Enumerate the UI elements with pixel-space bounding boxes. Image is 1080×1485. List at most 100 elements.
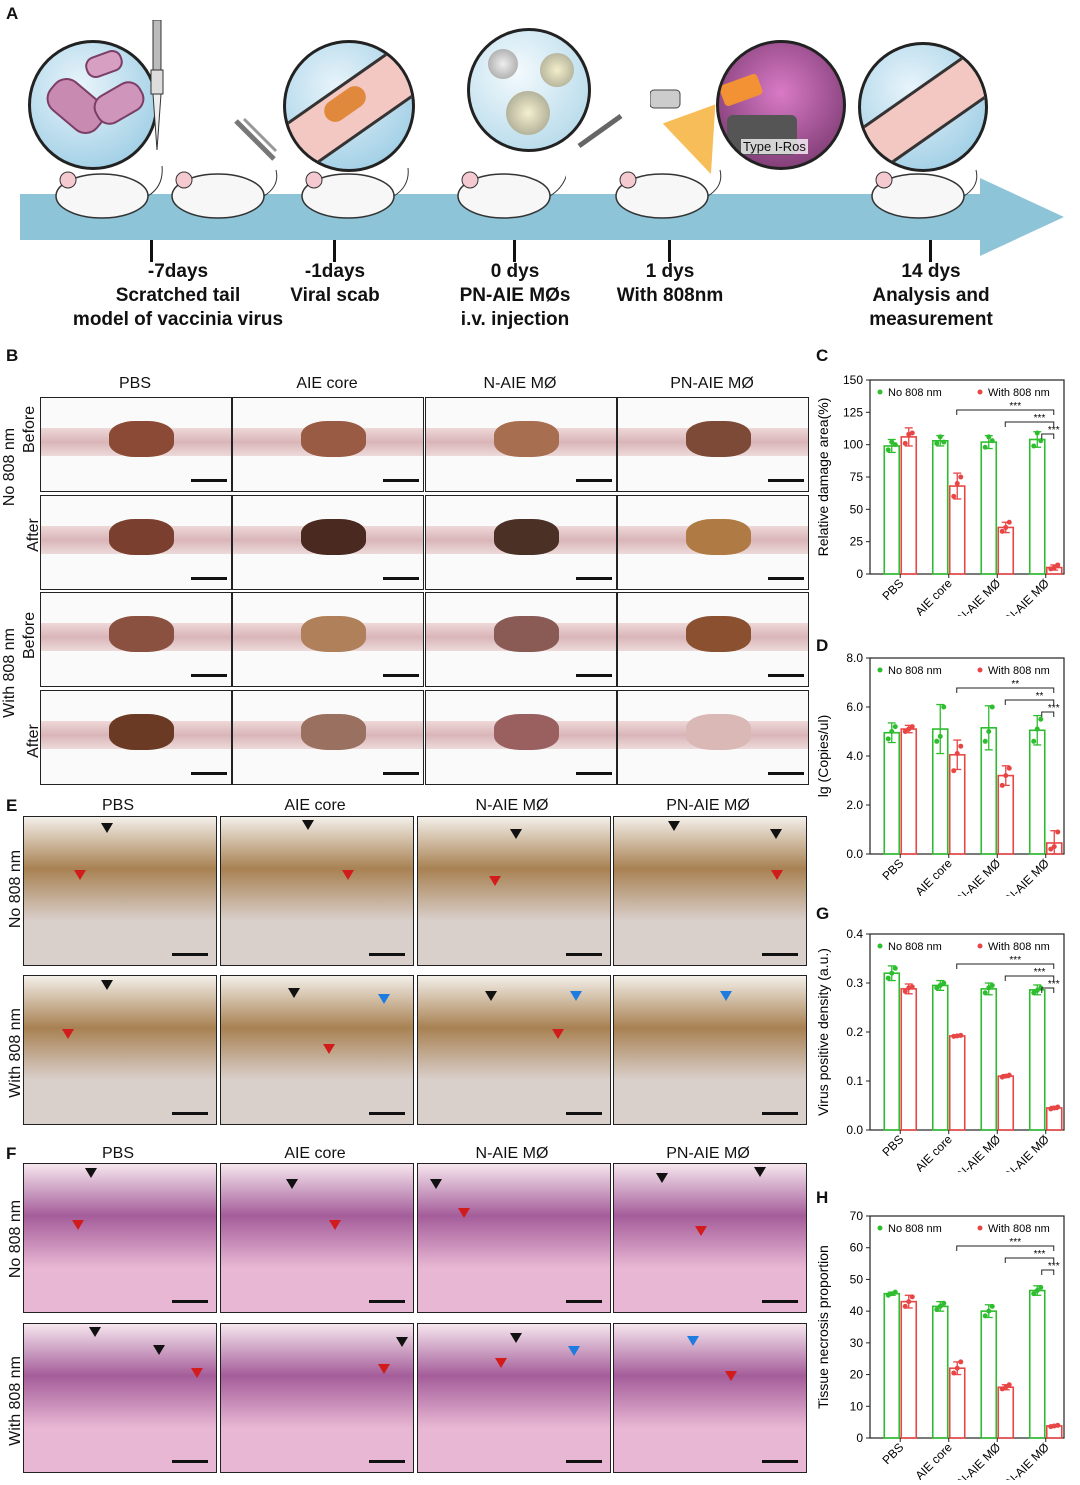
data-point xyxy=(1003,773,1009,779)
y-tick-label: 75 xyxy=(850,470,864,484)
histology-image xyxy=(613,975,807,1125)
blue-arrowhead-icon xyxy=(378,993,391,1004)
timeline-desc: measurement xyxy=(869,309,993,330)
y-tick-label: 4.0 xyxy=(846,749,863,763)
histology-image xyxy=(220,975,414,1125)
data-point xyxy=(1051,565,1057,571)
timeline-step-1: -7days Scratched tail model of vaccinia … xyxy=(58,260,298,332)
x-tick-label: AIE core xyxy=(912,576,955,616)
tail-photo xyxy=(40,690,232,785)
data-point xyxy=(1006,765,1012,771)
x-tick-label: PN-AIE MØ xyxy=(998,1440,1052,1480)
data-point xyxy=(958,1359,964,1365)
data-point xyxy=(902,988,908,994)
data-point xyxy=(892,724,898,730)
data-point xyxy=(1051,844,1057,850)
scab-region xyxy=(301,714,366,750)
red-arrowhead-icon xyxy=(458,1208,471,1219)
scab-region xyxy=(109,421,174,457)
column-header: AIE core xyxy=(284,1145,346,1162)
red-arrowhead-icon xyxy=(328,1220,341,1231)
histology-image xyxy=(613,1323,807,1473)
y-tick-label: 20 xyxy=(850,1368,864,1382)
histology-image xyxy=(417,1163,611,1313)
significance-label: ** xyxy=(1036,691,1044,702)
data-point xyxy=(937,1303,943,1309)
scale-bar xyxy=(383,479,419,482)
timeline-day: -7days xyxy=(147,261,209,282)
black-arrowhead-icon xyxy=(510,1332,523,1343)
data-point xyxy=(1006,1072,1012,1078)
bar xyxy=(1028,729,1046,855)
data-point xyxy=(1034,987,1040,993)
black-arrowhead-icon xyxy=(656,1172,669,1183)
data-point xyxy=(902,440,908,446)
red-arrowhead-icon xyxy=(694,1226,707,1237)
legend-marker-green xyxy=(877,389,883,395)
tail-photo xyxy=(232,495,424,590)
scale-bar xyxy=(762,953,798,956)
histology-image xyxy=(613,816,807,966)
data-point xyxy=(902,729,908,734)
red-arrowhead-icon xyxy=(62,1029,75,1040)
black-arrowhead-icon xyxy=(769,828,782,839)
scab-region xyxy=(301,519,366,555)
scale-bar xyxy=(768,772,804,775)
column-header: PN-AIE MØ xyxy=(666,1145,750,1162)
red-arrowhead-icon xyxy=(72,1220,84,1231)
data-point xyxy=(934,738,940,744)
scale-bar xyxy=(383,577,419,580)
significance-bracket xyxy=(1004,421,1055,427)
bar xyxy=(1045,1107,1063,1131)
y-tick-label: 6.0 xyxy=(846,700,863,714)
scale-bar xyxy=(566,1112,602,1115)
black-arrowhead-icon xyxy=(395,1337,408,1348)
chart-viral-copies: 0.0 2.0 4.0 6.0 8.0 lg (Copies/ul) No 808 nm Wi… xyxy=(815,651,1065,896)
data-point xyxy=(889,729,895,734)
histology-image xyxy=(23,975,217,1125)
legend-marker-red xyxy=(977,943,983,949)
timeline-tick xyxy=(929,240,932,262)
data-point xyxy=(951,1370,957,1376)
scale-bar xyxy=(369,1460,405,1463)
timeline-day: 1 dys xyxy=(645,261,695,282)
y-tick-label: 125 xyxy=(843,405,863,419)
legend-label: No 808 nm xyxy=(888,387,942,399)
bar xyxy=(931,439,949,575)
data-point xyxy=(1031,738,1037,744)
histology-image xyxy=(613,1163,807,1313)
data-point xyxy=(989,704,995,710)
y-tick-label: 0.0 xyxy=(846,847,863,861)
tail-photo xyxy=(425,397,617,492)
timeline-day: 0 dys xyxy=(490,261,540,282)
legend-marker-red xyxy=(977,389,983,395)
significance-bracket xyxy=(1041,987,1055,993)
panel-label-e: E xyxy=(6,796,18,815)
tail-photo xyxy=(617,397,809,492)
data-point xyxy=(1034,1288,1040,1294)
histology-image xyxy=(417,975,611,1125)
data-point xyxy=(986,434,992,440)
scab-region xyxy=(494,616,559,652)
timeline-desc: model of vaccinia virus xyxy=(72,309,284,330)
data-point xyxy=(941,704,947,710)
timeline-step-5: 14 dys Analysis and measurement xyxy=(811,260,1051,332)
bar xyxy=(980,1310,998,1439)
scale-bar xyxy=(762,1112,798,1115)
data-point xyxy=(1055,562,1061,568)
bar xyxy=(883,731,901,855)
y-tick-label: 0.4 xyxy=(846,927,863,941)
scale-bar xyxy=(762,1460,798,1463)
data-point xyxy=(1055,1104,1061,1110)
data-point xyxy=(1003,1384,1009,1390)
significance-label: *** xyxy=(1048,425,1060,436)
tail-photo xyxy=(425,495,617,590)
histology-image xyxy=(23,1323,217,1473)
nanoparticle-bubble-icon xyxy=(467,28,591,152)
bar xyxy=(900,436,918,575)
mouse-icon xyxy=(860,166,978,219)
scale-bar xyxy=(369,1300,405,1303)
data-point xyxy=(1055,1422,1061,1428)
y-tick-label: 0.1 xyxy=(846,1074,863,1088)
significance-label: *** xyxy=(1009,955,1021,966)
